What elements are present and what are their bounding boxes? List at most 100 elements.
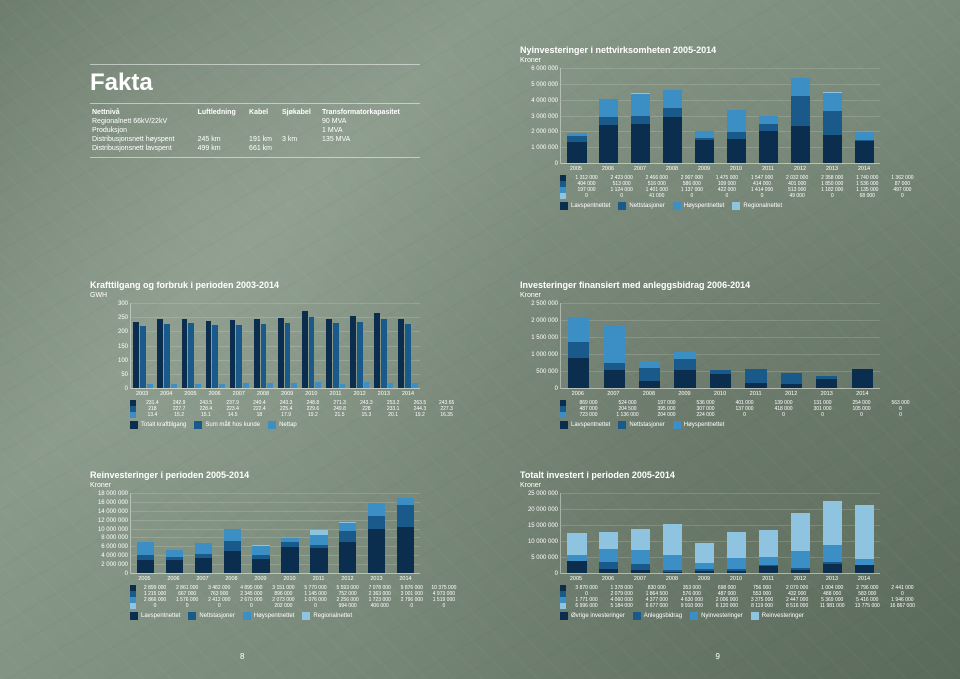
chart-krafttilgang: Krafttilgang og forbruk i perioden 2003-… (90, 280, 420, 429)
bar-segment (315, 382, 321, 388)
bar-col (774, 373, 809, 388)
bar-segment (230, 320, 236, 388)
bar-segment (166, 560, 183, 573)
bar-segment (823, 93, 842, 111)
bar-col (848, 505, 880, 573)
fakta-panel: Fakta Nettnivå Luftledning Kabel Sjøkabe… (90, 60, 420, 162)
bar-segment (309, 317, 315, 388)
legend-item: Nyinvesteringer (690, 612, 743, 620)
bar-segment (137, 560, 154, 573)
bar-segment (326, 319, 332, 388)
bar-segment (823, 545, 842, 562)
bar-segment (631, 550, 650, 564)
bar-segment (195, 543, 212, 554)
bar-segment (663, 117, 682, 163)
legend-item: Anleggsbidrag (633, 612, 682, 620)
bar-segment (567, 142, 586, 163)
bar-col (593, 532, 625, 573)
x-label: 2013 (372, 391, 396, 397)
legend-item: Regionalnettet (302, 612, 352, 620)
bar-segment (388, 383, 394, 388)
bar-segment (852, 369, 873, 388)
bar-col (848, 132, 880, 163)
bar-segment (157, 319, 163, 388)
legend: LavspentnettetNettstasjonerHøyspentnette… (560, 202, 880, 210)
bar-segment (381, 319, 387, 388)
bar-segment (567, 561, 586, 573)
chart-nyinvesteringer: Nyinvesteringer i nettvirksomheten 2005-… (520, 45, 880, 210)
bar-col (738, 369, 773, 388)
bar-segment (219, 384, 225, 388)
bar-segment (599, 99, 618, 117)
bar-segment (236, 325, 242, 388)
bar-segment (171, 384, 177, 388)
bar-segment (599, 562, 618, 569)
bar-segment (140, 326, 146, 388)
bar-col (362, 503, 391, 573)
bar-segment (663, 524, 682, 556)
bar-segment (674, 359, 695, 369)
x-label: 2009 (667, 391, 703, 397)
bar-col (131, 542, 160, 573)
bar-segment (243, 383, 249, 388)
chart-title: Nyinvesteringer i nettvirksomheten 2005-… (520, 45, 880, 55)
bar-col (300, 311, 324, 388)
x-label: 2013 (816, 576, 848, 582)
bar-segment (781, 373, 802, 383)
chart-title: Reinvesteringer i perioden 2005-2014 (90, 470, 420, 480)
bar-col (247, 545, 276, 573)
bar-col (275, 318, 299, 388)
bar-col (251, 319, 275, 388)
bar-col (189, 543, 218, 573)
x-label: 2010 (299, 391, 323, 397)
bar-col (816, 501, 848, 573)
bar-segment (412, 383, 418, 388)
bar-segment (604, 325, 625, 364)
bar-segment (663, 108, 682, 117)
bar-segment (695, 140, 714, 163)
bar-col (227, 320, 251, 388)
legend-item: Reinvesteringer (751, 612, 804, 620)
bar-col (784, 78, 816, 163)
bar-col (391, 498, 420, 573)
bar-segment (599, 125, 618, 163)
chart-sub: GWH (90, 292, 420, 299)
x-label: 2013 (816, 166, 848, 172)
x-label: 2014 (848, 166, 880, 172)
bar-segment (195, 558, 212, 573)
bar-segment (368, 503, 385, 515)
bar-segment (364, 382, 370, 388)
x-label: 2007 (624, 576, 656, 582)
bar-segment (182, 319, 188, 388)
bar-col (657, 524, 689, 573)
bar-segment (599, 569, 618, 573)
x-label: 2006 (560, 391, 596, 397)
bar-segment (663, 90, 682, 108)
bar-segment (568, 358, 589, 388)
bar-segment (374, 313, 380, 388)
bar-col (703, 370, 738, 388)
data-table: 231.4242.9243.5237.9240.4243.3248.8271.3… (130, 400, 460, 418)
bar-col (689, 131, 721, 163)
x-label: 2012 (784, 166, 816, 172)
bar-col (667, 352, 702, 388)
bar-segment (639, 381, 660, 388)
bar-segment (604, 370, 625, 388)
bar-col (396, 319, 420, 388)
bar-segment (397, 505, 414, 527)
legend-item: Lavspentnettet (560, 421, 610, 429)
bar-segment (781, 384, 802, 388)
x-label: 2009 (246, 576, 275, 582)
bar-segment (224, 551, 241, 573)
legend: LavspentnettetNettstasjonerHøyspentnette… (130, 612, 420, 620)
legend-item: Øvrige investeringer (560, 612, 625, 620)
bar-segment (791, 551, 810, 568)
chart-title: Krafttilgang og forbruk i perioden 2003-… (90, 280, 420, 290)
bar-col (561, 133, 593, 163)
bar-segment (727, 571, 746, 573)
bar-segment (339, 542, 356, 573)
bar-segment (695, 543, 714, 563)
bar-segment (604, 363, 625, 370)
chart-reinvesteringer: Reinvesteringer i perioden 2005-2014Kron… (90, 470, 420, 620)
bar-segment (855, 132, 874, 140)
